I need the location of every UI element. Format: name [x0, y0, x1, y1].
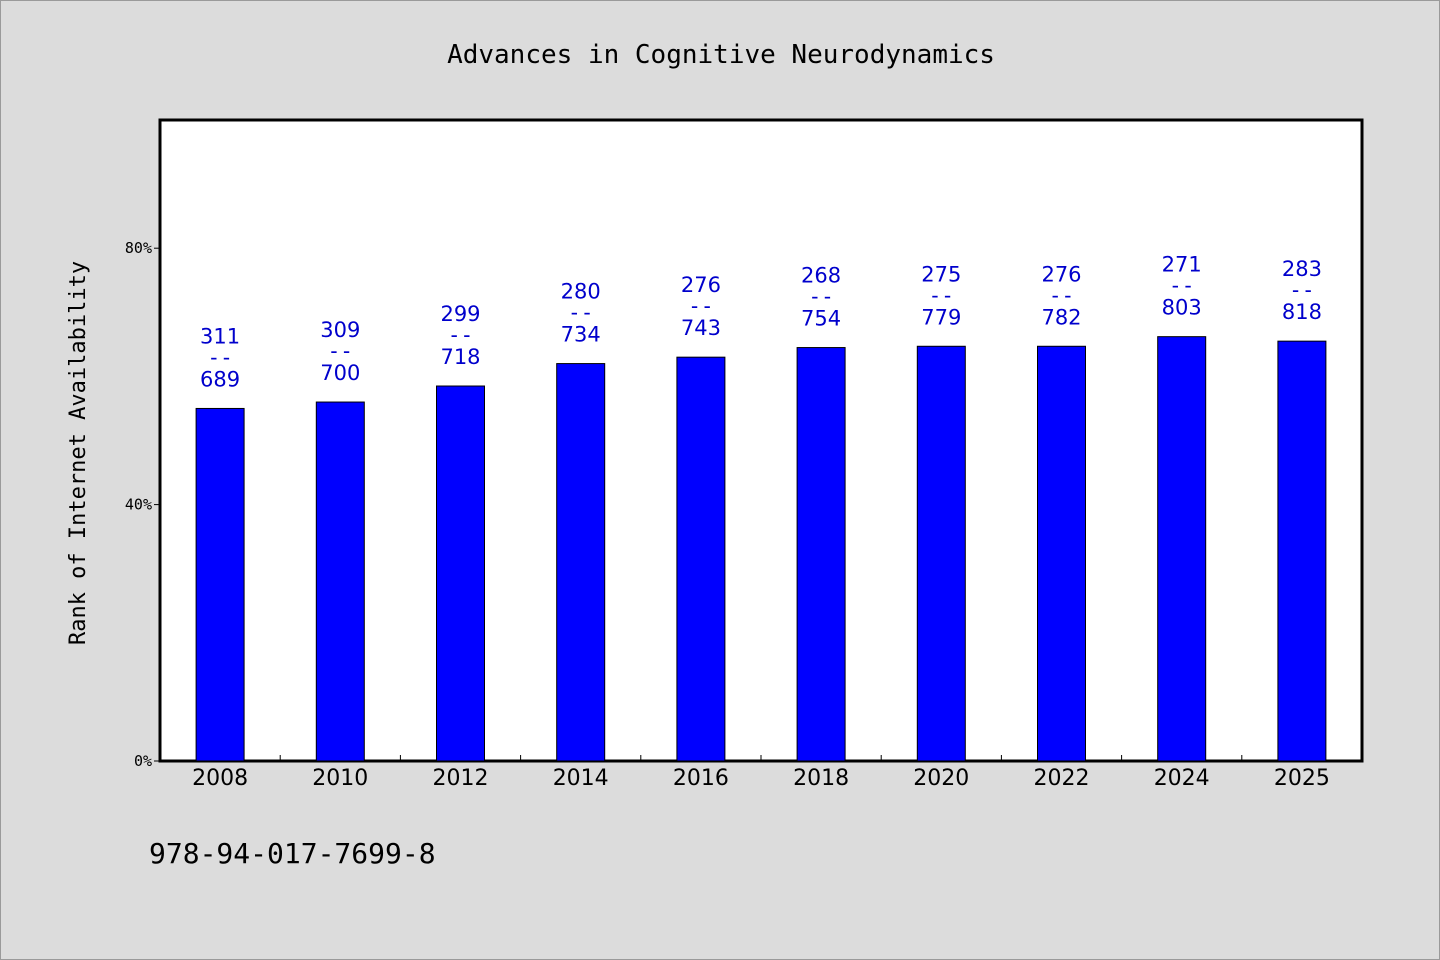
data-label-bottom: 754 — [801, 307, 841, 331]
y-tick-label: 80% — [125, 239, 152, 257]
x-tick-label: 2025 — [1274, 766, 1330, 791]
x-tick-label: 2008 — [192, 766, 248, 791]
data-labels-layer: 311--689309--700299--718280--734276--743… — [200, 253, 1322, 392]
x-axis: 2008 2010 2012 2014 2016 2018 2020 2022 2024 2025 — [192, 755, 1330, 791]
x-tick-label: 2020 — [913, 766, 969, 791]
data-label-separator: -- — [929, 283, 954, 307]
y-tick-label: 40% — [125, 496, 152, 514]
data-label-separator: -- — [207, 345, 232, 369]
data-label-bottom: 734 — [561, 323, 601, 347]
chart-title: Advances in Cognitive Neurodynamics — [447, 40, 995, 70]
bar-2020 — [916, 345, 966, 762]
data-label-bottom: 718 — [440, 345, 480, 369]
data-label-bottom: 782 — [1041, 305, 1081, 329]
x-tick-label: 2014 — [553, 766, 609, 791]
bar-2018 — [796, 347, 846, 762]
data-label-separator: -- — [1169, 274, 1194, 298]
x-tick-label: 2022 — [1034, 766, 1090, 791]
y-axis-label: Rank of Internet Availability — [66, 261, 91, 645]
data-label-separator: -- — [688, 294, 713, 318]
data-label-top: 275 — [921, 262, 961, 286]
data-label-bottom: 689 — [200, 367, 240, 391]
data-label-separator: -- — [568, 301, 593, 325]
bar-2008 — [195, 407, 245, 762]
x-tick-label: 2012 — [433, 766, 489, 791]
data-label-top: 271 — [1162, 253, 1202, 277]
data-label-top: 311 — [200, 324, 240, 348]
data-label-separator: -- — [1049, 283, 1074, 307]
bar-2022 — [1037, 345, 1086, 762]
x-tick-label: 2024 — [1154, 766, 1210, 791]
data-label-bottom: 803 — [1162, 296, 1202, 320]
x-tick-label: 2010 — [312, 766, 368, 791]
data-label-top: 276 — [1041, 262, 1081, 286]
data-label-bottom: 743 — [681, 316, 721, 340]
data-label-top: 309 — [320, 318, 360, 342]
data-label-top: 276 — [681, 273, 721, 297]
bar-2016 — [676, 356, 726, 762]
data-label-bottom: 700 — [320, 361, 360, 385]
y-axis: 0% 40% 80% — [125, 239, 160, 770]
bar-2014 — [556, 363, 606, 762]
bar-2025 — [1277, 340, 1327, 762]
data-label-top: 299 — [440, 302, 480, 326]
data-label-bottom: 818 — [1282, 300, 1322, 324]
data-label-top: 268 — [801, 264, 841, 288]
data-label-bottom: 779 — [921, 305, 961, 329]
x-tick-label: 2016 — [673, 766, 729, 791]
data-label-separator: -- — [1289, 278, 1314, 302]
bar-2010 — [315, 401, 365, 762]
x-tick-label: 2018 — [793, 766, 849, 791]
data-label-separator: -- — [448, 323, 473, 347]
bars-layer — [195, 336, 1327, 762]
isbn-text: 978-94-017-7699-8 — [149, 837, 436, 870]
data-label-separator: -- — [328, 339, 353, 363]
data-label-top: 283 — [1282, 257, 1322, 281]
data-label-top: 280 — [561, 280, 601, 304]
bar-2024 — [1157, 336, 1207, 762]
data-label-separator: -- — [808, 285, 833, 309]
y-tick-label: 0% — [134, 752, 152, 770]
bar-2012 — [436, 385, 485, 762]
